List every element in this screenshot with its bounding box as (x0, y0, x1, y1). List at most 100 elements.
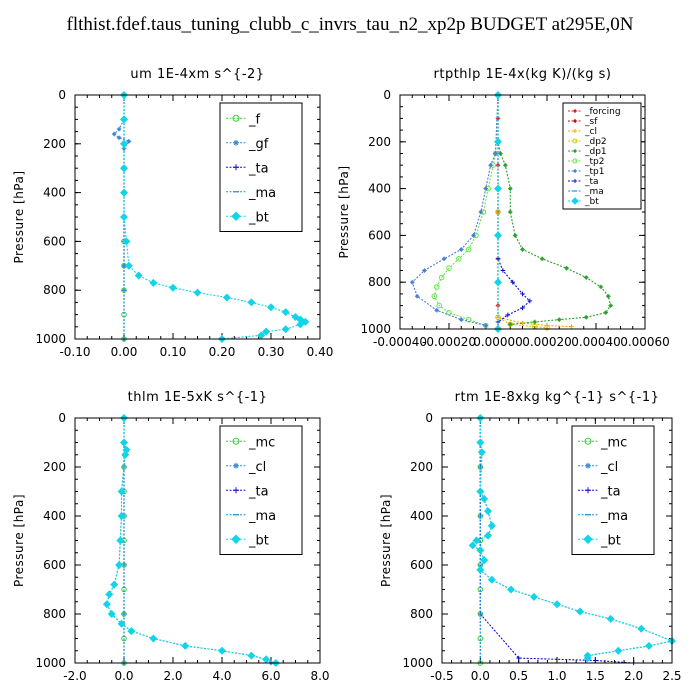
data-point (115, 560, 124, 570)
legend-label: _ma (584, 187, 604, 197)
data-point (433, 284, 440, 290)
x-tick-label: 0.40 (307, 345, 334, 359)
legend-label: _dp1 (584, 147, 607, 157)
x-tick-label: -0.00040 (373, 335, 427, 349)
data-point (520, 291, 525, 297)
series-ta (495, 92, 533, 325)
data-point (637, 624, 646, 633)
legend-label: _cl (248, 460, 266, 475)
x-tick-label: 4.0 (212, 669, 231, 683)
legend-label: _ma (248, 186, 276, 201)
data-point (117, 619, 126, 628)
data-point (644, 641, 654, 650)
data-point (409, 279, 415, 285)
data-point (446, 265, 452, 271)
data-point (126, 139, 132, 144)
data-point (493, 231, 503, 240)
data-point (527, 298, 533, 304)
data-point (116, 135, 122, 140)
data-point (575, 607, 585, 616)
y-tick-label: 200 (43, 137, 66, 151)
y-tick-label: 200 (368, 135, 391, 149)
legend-label: _ma (600, 509, 628, 524)
data-point (480, 556, 489, 565)
data-point (512, 233, 518, 238)
data-point (507, 322, 513, 327)
y-tick-label: 400 (43, 186, 66, 200)
y-tick-label: 600 (410, 558, 433, 572)
series-bt (119, 90, 310, 344)
y-tick-label: 1000 (402, 656, 433, 670)
legend-label: _mc (600, 435, 627, 450)
x-tick-label: 0.00020 (522, 335, 572, 349)
x-tick-label: -0.10 (59, 345, 90, 359)
y-tick-label: 1000 (360, 322, 391, 336)
data-point (493, 151, 498, 156)
x-tick-label: 2.5 (662, 669, 681, 683)
legend-marker (583, 534, 593, 544)
legend-label: _ta (248, 484, 269, 499)
data-point (465, 316, 472, 323)
data-point (483, 186, 489, 191)
data-point (614, 646, 623, 655)
plot-frame (399, 94, 646, 330)
x-tick-label: 0.30 (258, 345, 285, 359)
legend-label: _ma (248, 509, 276, 524)
data-point (458, 317, 464, 322)
y-axis-label: Pressure [hPa] (379, 494, 393, 587)
legend-marker (573, 129, 577, 133)
data-point (478, 209, 484, 215)
data-point (116, 126, 122, 132)
y-tick-label: 200 (43, 460, 66, 474)
legend-label: _gf (248, 137, 269, 152)
series-line (497, 95, 531, 323)
y-tick-label: 800 (368, 275, 391, 289)
data-point (119, 115, 129, 124)
legend-label: _bt (248, 533, 269, 548)
legend-label: _tp2 (584, 157, 604, 167)
data-point (117, 487, 126, 496)
legend-label: _bt (584, 197, 599, 207)
data-point (493, 184, 503, 193)
data-point (458, 247, 464, 252)
data-point (456, 256, 462, 262)
data-point (281, 308, 290, 317)
data-point (181, 641, 190, 650)
data-point (506, 585, 516, 594)
chart-panel-4: rtm 1E-8xkg kg^{-1} s^{-1} Pressure [hPa]… (379, 390, 682, 683)
y-tick-label: 0 (383, 88, 391, 102)
y-tick-label: 1000 (35, 656, 66, 670)
data-point (124, 261, 133, 270)
series-tp1 (409, 92, 501, 328)
y-tick-label: 800 (43, 607, 66, 621)
y-axis-label: Pressure [hPa] (12, 494, 26, 587)
x-tick-label: 0.00040 (571, 335, 621, 349)
data-point (487, 521, 496, 530)
legend-label: _ta (248, 161, 269, 176)
y-tick-label: 800 (410, 607, 433, 621)
x-tick-label: -2.0 (63, 669, 86, 683)
data-point (487, 575, 496, 584)
legend-label: _sf (584, 117, 598, 127)
legend-label: _forcing (584, 107, 621, 117)
series-line (411, 94, 499, 327)
data-point (441, 256, 447, 262)
data-point (281, 325, 290, 334)
data-point (472, 536, 481, 545)
y-tick-label: 1000 (35, 332, 66, 346)
data-point (217, 646, 227, 655)
x-tick-label: 6.0 (261, 669, 280, 683)
y-tick-label: 600 (43, 558, 66, 572)
data-point (102, 600, 111, 609)
x-tick-label: 2.0 (624, 669, 643, 683)
data-point (465, 246, 472, 253)
data-point (483, 323, 489, 328)
legend-marker (572, 138, 578, 144)
data-point (262, 327, 271, 336)
data-point (247, 298, 256, 307)
x-tick-label: 0.00 (111, 345, 138, 359)
data-point (468, 541, 477, 550)
legend-marker (573, 119, 577, 123)
legend-marker (231, 534, 241, 544)
data-point (529, 592, 539, 601)
